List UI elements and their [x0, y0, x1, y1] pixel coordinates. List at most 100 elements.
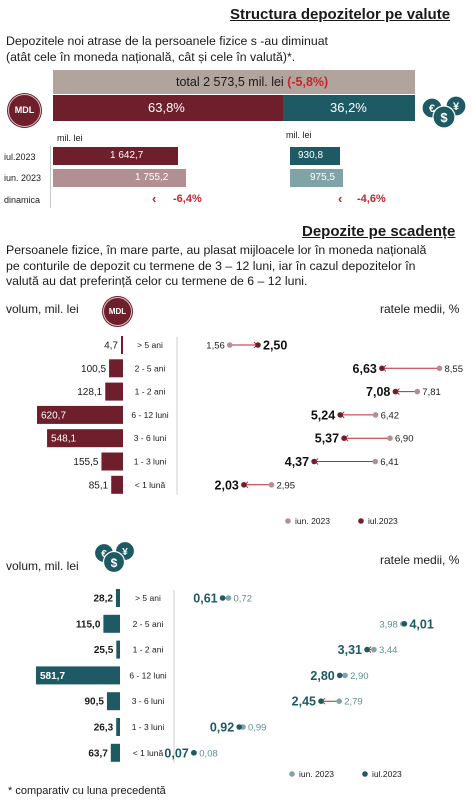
volume-bar	[106, 692, 120, 711]
rate-label-jun: 2,79	[344, 697, 363, 708]
volume-label: 620,7	[41, 410, 66, 421]
rate-point-jul	[318, 698, 324, 704]
rate-label-jul: 2,50	[263, 339, 287, 353]
row-label-jul: iul.2023	[4, 152, 36, 162]
section2-description: Persoanele fizice, în mare parte, au pla…	[6, 243, 427, 288]
rate-label-jul: 2,03	[215, 478, 239, 492]
rate-point-jun	[372, 458, 379, 465]
volume-label: 548,1	[51, 434, 76, 445]
rate-point-jul	[401, 621, 408, 627]
rate-label-jun: 6,41	[380, 457, 399, 468]
rate-point-jun	[387, 435, 393, 441]
mdl-share-bar	[53, 95, 283, 121]
category-label: < 1 lună	[133, 748, 164, 758]
rate-point-jul	[379, 365, 385, 372]
svg-text:€: €	[101, 549, 107, 560]
category-label: > 5 ani	[135, 593, 161, 603]
volume-bar	[36, 666, 120, 685]
legend-marker-jun	[289, 771, 295, 777]
rate-point-jul	[241, 482, 247, 488]
volume-bar	[116, 640, 120, 659]
legend-marker-jul	[362, 771, 368, 777]
category-label: 1 - 2 ani	[135, 387, 166, 397]
rate-point-jul	[190, 750, 197, 756]
fx-jun-bar	[290, 169, 343, 187]
fx-share-label: 36,2%	[330, 100, 367, 115]
rate-label-jun: 1,56	[206, 341, 225, 352]
rate-point-jul	[341, 435, 347, 441]
rate-label-jun: 3,44	[379, 645, 398, 656]
total-bar	[53, 70, 415, 94]
rate-label-jul: 5,24	[311, 408, 335, 422]
rate-label-jun: 8,55	[445, 364, 464, 375]
volume-bar	[116, 718, 120, 736]
chart1-ylabel-right: ratele medii, %	[380, 302, 460, 316]
rate-point-jul	[336, 672, 343, 679]
rate-point-jun	[225, 595, 232, 601]
mdl-jul-bar	[53, 147, 178, 165]
rate-point-jul	[337, 412, 344, 418]
chart1-ylabel-left: volum, mil. lei	[6, 302, 79, 316]
volume-bar	[110, 743, 120, 762]
rate-label-jun: 2,90	[350, 671, 369, 682]
rate-label-jun: 3,98	[379, 619, 398, 630]
section1-description: Depozitele noi atrase de la persoanele f…	[6, 34, 328, 64]
rate-label-jun: 0,08	[199, 748, 218, 759]
mdl-jun-bar	[53, 169, 186, 187]
rate-point-jun	[371, 646, 377, 653]
rate-point-jun	[227, 342, 233, 348]
chart1-mdl-badge: MDL	[103, 297, 132, 326]
category-label: 2 - 5 ani	[135, 363, 166, 373]
rate-point-jul	[255, 342, 261, 348]
volume-bar	[101, 452, 123, 471]
svg-text:€: €	[429, 103, 435, 115]
footnote: * comparativ cu luna precedentă	[8, 785, 166, 797]
total-label-group: total 2 573,5 mil. lei (-5,8%)	[176, 75, 328, 89]
rate-label-jul: 4,37	[285, 455, 309, 469]
rate-label-jul: 0,07	[164, 746, 188, 760]
total-change: (-5,8%)	[287, 75, 329, 89]
category-label: 1 - 3 luni	[134, 457, 167, 467]
rate-point-jul	[364, 646, 370, 653]
rate-point-jul	[236, 724, 242, 730]
chart2-fx-maturity: 28,2 > 5 ani 0,61 0,72 115,0 2 - 5 ani 4,01 3,9…	[36, 589, 434, 779]
rate-point-jun	[436, 365, 443, 372]
rate-point-jul	[311, 458, 317, 465]
mdl-share-label: 63,8%	[148, 100, 185, 115]
rate-label-jun: 0,72	[234, 594, 253, 605]
rate-label-jul: 5,37	[315, 432, 339, 446]
rate-point-jun	[372, 412, 379, 418]
volume-bar	[47, 429, 124, 448]
volume-label: 115,0	[76, 619, 101, 630]
fx-share-bar	[283, 95, 415, 121]
volume-bar	[105, 382, 123, 401]
category-label: 3 - 6 luni	[132, 696, 165, 706]
unit-label-fx: mil. lei	[286, 130, 312, 140]
svg-text:¥: ¥	[453, 101, 460, 113]
chart2-ylabel-left: volum, mil. lei	[6, 559, 79, 573]
rate-label-jul: 4,01	[409, 617, 433, 631]
mdl-jul-value: 1 642,7	[110, 150, 144, 161]
volume-bar	[103, 614, 120, 633]
rate-label-jul: 3,31	[338, 643, 362, 657]
row-label-dinamica: dinamica	[4, 195, 41, 205]
mdl-jun-value: 1 755,2	[135, 172, 169, 183]
legend-label-jun: iun. 2023	[299, 769, 334, 779]
total-label: total 2 573,5 mil. lei	[176, 75, 284, 89]
rate-point-jun	[414, 388, 421, 395]
chart1-mdl-maturity: 4,7 > 5 ani 2,50 1,56 100,5 2 - 5 ani 6,63 8,55…	[37, 336, 464, 526]
rate-label-jul: 7,08	[366, 385, 390, 399]
volume-label: 100,5	[81, 364, 106, 375]
section1-title: Structura depozitelor pe valute	[230, 6, 451, 23]
legend-label-jul: iul.2023	[372, 769, 402, 779]
volume-label: 26,3	[94, 723, 114, 734]
fx-change: -4,6%	[357, 193, 386, 205]
volume-label: 85,1	[89, 480, 109, 491]
fx-jun-value: 975,5	[310, 172, 336, 183]
volume-label: 90,5	[84, 697, 104, 708]
rate-label-jul: 6,63	[353, 362, 377, 376]
svg-text:¥: ¥	[122, 547, 128, 558]
category-label: < 1 lună	[135, 480, 166, 490]
category-label: > 5 ani	[137, 340, 163, 350]
rate-point-jun	[336, 698, 343, 704]
